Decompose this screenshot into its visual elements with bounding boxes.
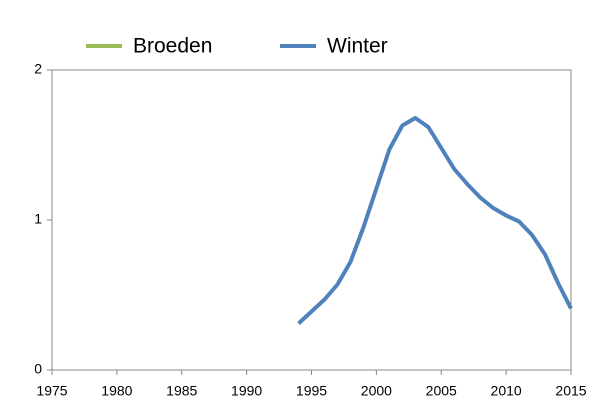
- line-series: [297, 116, 573, 325]
- x-tick-label: 1990: [231, 383, 262, 399]
- x-tick-label: 2015: [555, 383, 586, 399]
- y-tick-label: 1: [34, 211, 42, 227]
- x-tick-label: 2010: [491, 383, 522, 399]
- x-tick-label: 1975: [36, 383, 67, 399]
- plot-area: [51, 69, 572, 371]
- x-tick-label: 2000: [361, 383, 392, 399]
- x-tick-label: 1995: [296, 383, 327, 399]
- legend-label: Broeden: [133, 35, 212, 58]
- y-tick-label: 0: [34, 361, 42, 377]
- y-tick-label: 2: [34, 61, 42, 77]
- x-tick-label: 2005: [426, 383, 457, 399]
- legend-label: Winter: [327, 35, 388, 58]
- x-tick-label: 1985: [166, 383, 197, 399]
- x-tick-label: 1980: [101, 383, 132, 399]
